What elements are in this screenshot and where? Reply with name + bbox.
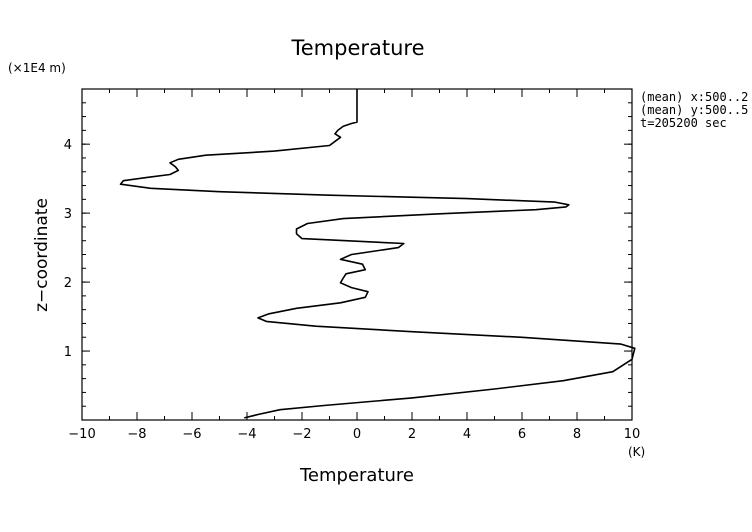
annotation-mean-y: (mean) y:500..5 (640, 103, 748, 117)
y-tick-label: 4 (64, 138, 72, 153)
chart-title: Temperature (290, 36, 424, 60)
x-axis-label: Temperature (299, 465, 414, 486)
y-unit-label: (×1E4 m) (8, 61, 66, 75)
x-tick-label: 8 (573, 427, 581, 442)
x-tick-label: −2 (292, 427, 311, 442)
x-tick-label: −4 (237, 427, 256, 442)
x-unit-label: (K) (628, 445, 645, 459)
info-annotations: (mean) x:500..2 (mean) y:500..5 t=205200… (640, 90, 748, 130)
axis-ticks (81, 89, 633, 420)
annotation-time: t=205200 sec (640, 116, 727, 130)
y-axis-label: z−coordinate (32, 198, 52, 312)
x-tick-label: 2 (408, 427, 416, 442)
y-tick-label: 1 (64, 345, 72, 360)
annotation-mean-x: (mean) x:500..2 (640, 90, 748, 104)
plot-frame (81, 88, 633, 421)
x-tick-label: −6 (182, 427, 201, 442)
x-tick-label: 6 (518, 427, 526, 442)
x-tick-label: 0 (353, 427, 361, 442)
x-tick-label: −8 (127, 427, 146, 442)
x-tick-label: 10 (624, 427, 641, 442)
x-tick-label: −10 (68, 427, 95, 442)
y-tick-label: 3 (64, 207, 72, 222)
y-tick-label: 2 (64, 276, 72, 291)
x-tick-label: 4 (463, 427, 471, 442)
series-line (119, 89, 636, 419)
